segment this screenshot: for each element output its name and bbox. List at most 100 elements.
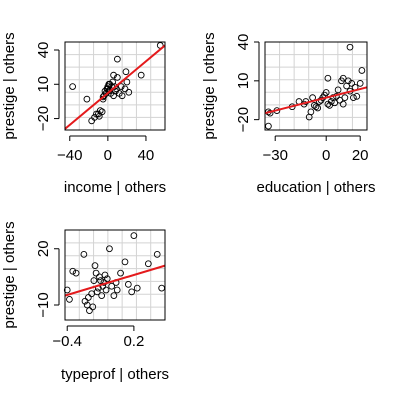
data-point — [358, 67, 366, 74]
data-point — [331, 99, 339, 107]
fit-line — [64, 264, 166, 297]
data-point — [90, 277, 98, 284]
data-point — [97, 277, 104, 284]
plot-frame — [264, 41, 368, 131]
data-point — [91, 114, 98, 121]
data-point — [356, 80, 364, 87]
y-tick-label: 40 — [235, 34, 252, 51]
data-point — [114, 74, 121, 81]
y-tick-label: −10 — [35, 292, 52, 317]
x-tick-label: 40 — [138, 147, 155, 164]
data-point — [69, 83, 76, 90]
data-point — [125, 88, 133, 96]
data-point — [96, 273, 103, 281]
data-point — [117, 269, 124, 277]
data-point — [83, 95, 91, 103]
data-point — [322, 89, 330, 96]
data-point — [153, 251, 161, 258]
data-point — [92, 269, 100, 277]
data-point — [99, 93, 107, 101]
panel-income: −40 0 40 −20 10 40 income | others prestige | o… — [1, 32, 166, 196]
data-point — [89, 303, 97, 311]
data-point — [113, 286, 121, 294]
data-point — [353, 93, 361, 100]
data-point — [84, 294, 92, 301]
data-point — [128, 288, 136, 296]
y-tick-label: 20 — [35, 240, 52, 257]
data-point — [98, 292, 106, 299]
y-axis-label: prestige | others — [1, 221, 18, 328]
data-point — [334, 86, 342, 94]
x-tick-label: −30 — [262, 147, 287, 164]
data-point — [341, 94, 349, 101]
y-axis-label: prestige | others — [1, 32, 18, 139]
data-point — [110, 292, 118, 299]
data-point — [336, 96, 344, 104]
x-axis-label: typeprof | others — [61, 366, 169, 383]
data-point — [123, 78, 131, 86]
panel-education: −30 0 20 −20 10 40 education | others prestige … — [201, 32, 375, 196]
data-point — [91, 262, 99, 269]
data-point — [144, 260, 152, 268]
data-point — [108, 282, 116, 290]
data-point — [93, 288, 101, 296]
data-point — [81, 297, 89, 305]
data-point — [265, 122, 272, 130]
data-point — [103, 275, 111, 283]
data-point — [66, 296, 73, 303]
data-point — [324, 74, 332, 82]
data-point — [133, 284, 141, 292]
x-tick-label: 0 — [104, 147, 112, 164]
x-tick-label: 0 — [322, 147, 330, 164]
data-point — [130, 232, 138, 239]
data-point — [101, 271, 109, 279]
data-point — [121, 258, 129, 266]
data-point — [106, 80, 114, 88]
data-point — [100, 92, 108, 100]
y-tick-label: 10 — [235, 72, 252, 89]
data-point — [110, 92, 117, 100]
data-point — [339, 74, 347, 82]
data-point — [118, 92, 126, 100]
x-axis-label: education | others — [257, 179, 376, 196]
data-point — [110, 71, 117, 79]
plot-frame — [64, 229, 166, 321]
x-tick-label: 20 — [352, 147, 369, 164]
data-point — [350, 94, 357, 101]
y-tick-label: −20 — [35, 106, 52, 131]
x-tick-label: −0.4 — [52, 333, 82, 350]
data-point — [348, 80, 356, 87]
fit-line — [264, 86, 368, 115]
data-point — [63, 286, 71, 294]
data-point — [117, 83, 125, 90]
data-point — [69, 267, 77, 275]
data-point — [346, 43, 354, 51]
y-tick-label: 40 — [35, 42, 52, 59]
y-tick-label: −20 — [235, 107, 252, 132]
data-point — [314, 104, 322, 112]
data-point — [98, 108, 106, 116]
data-point — [86, 307, 93, 314]
data-point — [312, 103, 320, 111]
plot-frame — [64, 41, 166, 131]
data-point — [339, 100, 347, 108]
x-tick-label: 0.2 — [123, 333, 144, 350]
data-point — [102, 286, 110, 294]
data-point — [327, 98, 335, 105]
data-point — [80, 251, 88, 258]
data-point — [137, 71, 145, 79]
data-point — [114, 55, 121, 63]
data-point — [307, 108, 315, 116]
data-point — [72, 269, 80, 277]
data-point — [106, 245, 113, 253]
y-axis-label: prestige | others — [201, 32, 218, 139]
data-point — [121, 85, 129, 93]
x-axis-label: income | others — [64, 179, 166, 196]
x-tick-label: −40 — [57, 147, 82, 164]
data-point — [122, 68, 130, 76]
y-tick-label: 10 — [35, 76, 52, 93]
data-point — [158, 284, 166, 292]
fit-line — [64, 44, 166, 130]
data-point — [326, 102, 333, 109]
